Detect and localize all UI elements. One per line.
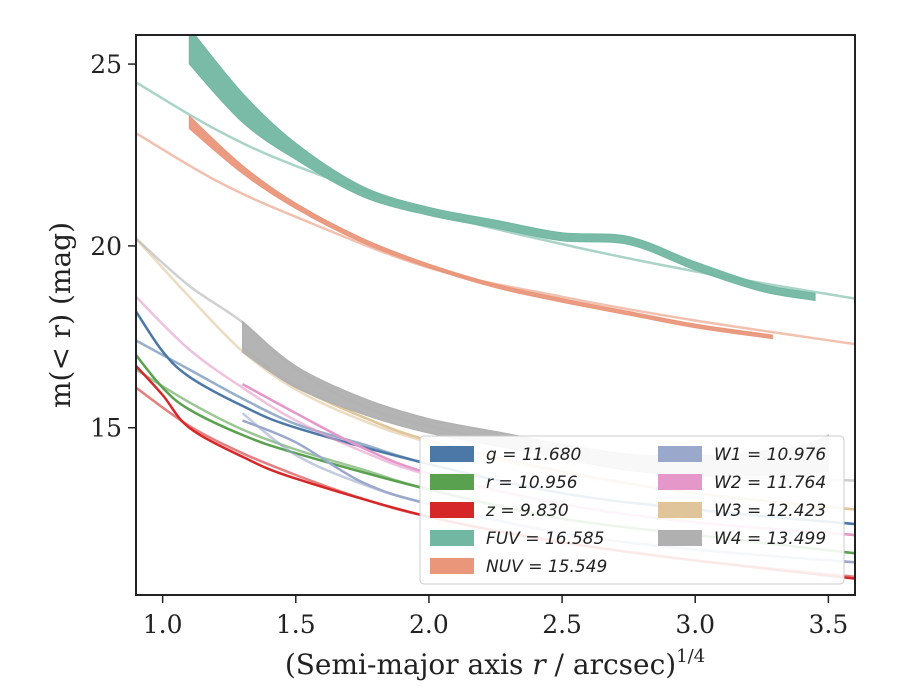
y-axis-label: m(< r) (mag) xyxy=(44,222,77,408)
plot-frame xyxy=(135,34,856,596)
x-axis-label: (Semi-major axis r / arcsec)1/4 xyxy=(285,646,705,681)
x-tick-label: 3.0 xyxy=(675,610,715,639)
legend-item-w2: W2 = 11.764 xyxy=(658,473,826,493)
y-tick-label: 15 xyxy=(90,414,122,443)
legend-label: g = 11.680 xyxy=(486,445,581,465)
legend-swatch xyxy=(430,502,474,518)
legend-swatch xyxy=(658,530,702,546)
legend-label: r = 10.956 xyxy=(486,473,578,493)
legend-swatch xyxy=(430,446,474,462)
legend-box xyxy=(419,435,845,585)
legend-item-g: g = 11.680 xyxy=(430,445,581,465)
y-axis-ticks: 15 20 25 xyxy=(90,50,136,443)
x-tick-label: 3.5 xyxy=(808,610,848,639)
legend-label: NUV = 15.549 xyxy=(486,557,607,577)
legend-label: W3 = 12.423 xyxy=(714,501,826,521)
legend-item-w3: W3 = 12.423 xyxy=(658,501,826,521)
legend-item-w1: W1 = 10.976 xyxy=(658,445,826,465)
legend-items: g = 11.680 r = 10.956 z = 9.830 FUV = 16.58… xyxy=(430,445,826,577)
data-band xyxy=(188,35,816,302)
legend-label: W2 = 11.764 xyxy=(714,473,826,493)
series-nuv xyxy=(136,114,855,346)
legend-swatch xyxy=(658,446,702,462)
model-line xyxy=(136,132,855,346)
legend-item-fuv: FUV = 16.585 xyxy=(430,529,604,549)
x-tick-label: 1.5 xyxy=(276,610,316,639)
data-band xyxy=(188,114,773,340)
legend-label: FUV = 16.585 xyxy=(486,529,604,549)
x-tick-label: 1.0 xyxy=(143,610,183,639)
legend-label: W1 = 10.976 xyxy=(714,445,826,465)
legend-item-r: r = 10.956 xyxy=(430,473,578,493)
legend-item-nuv: NUV = 15.549 xyxy=(430,557,607,577)
legend-label: W4 = 13.499 xyxy=(714,529,826,549)
legend-item-z: z = 9.830 xyxy=(430,501,569,521)
legend-swatch xyxy=(658,474,702,490)
legend-swatch xyxy=(430,558,474,574)
x-tick-label: 2.5 xyxy=(542,610,582,639)
x-tick-label: 2.0 xyxy=(409,610,449,639)
legend-label: z = 9.830 xyxy=(485,501,569,521)
y-tick-label: 25 xyxy=(90,50,122,79)
legend-swatch xyxy=(430,530,474,546)
series-fuv xyxy=(136,35,855,302)
legend-swatch xyxy=(658,502,702,518)
legend-item-w4: W4 = 13.499 xyxy=(658,529,826,549)
y-tick-label: 20 xyxy=(90,232,122,261)
legend-swatch xyxy=(430,474,474,490)
legend: g = 11.680 r = 10.956 z = 9.830 FUV = 16.58… xyxy=(419,435,845,585)
x-axis-ticks: 1.0 1.5 2.0 2.5 3.0 3.5 xyxy=(143,595,848,639)
